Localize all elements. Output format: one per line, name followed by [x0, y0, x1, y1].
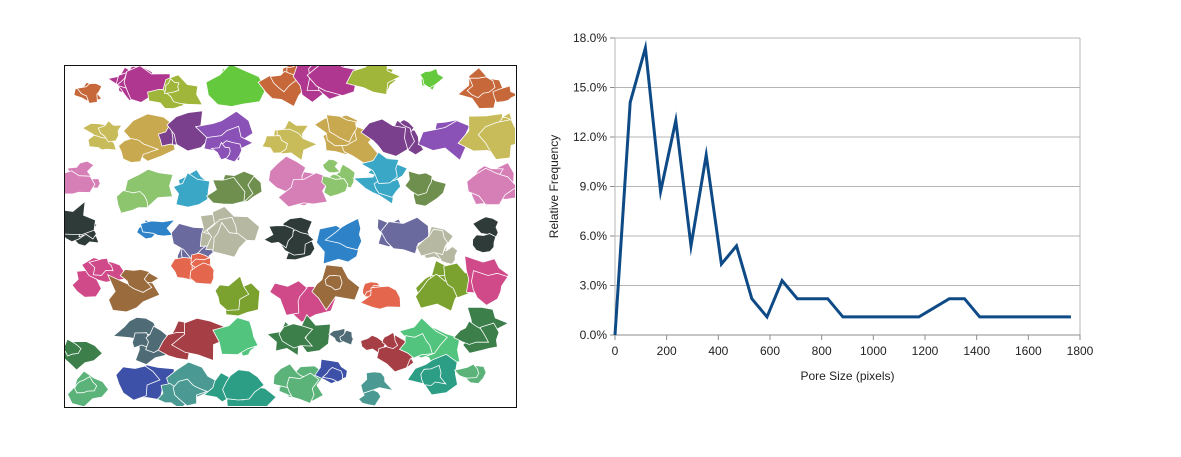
- pore-region: [359, 285, 402, 310]
- pore-region: [398, 333, 433, 359]
- pore-region: [380, 216, 430, 255]
- pore-map-canvas: [65, 66, 515, 406]
- pore-region: [306, 66, 359, 97]
- pore-region: [65, 338, 82, 357]
- pore-region: [492, 85, 515, 103]
- pore-region: [124, 168, 174, 208]
- pore-region: [345, 66, 402, 95]
- x-tick-label: 1400: [963, 344, 990, 358]
- y-tick-label: 9.0%: [580, 180, 608, 194]
- pore-region: [324, 275, 343, 291]
- pore-region: [286, 372, 320, 404]
- y-tick-label: 15.0%: [573, 81, 607, 95]
- pore-region: [119, 269, 153, 293]
- x-tick-label: 1000: [860, 344, 887, 358]
- pore-region: [65, 200, 96, 235]
- pore-region: [325, 114, 357, 143]
- x-tick-label: 200: [657, 344, 677, 358]
- y-tick-label: 18.0%: [573, 31, 607, 45]
- pore-region: [466, 167, 515, 206]
- tick-labels: 0.0% 3.0% 6.0% 9.0% 12.0% 15.0% 18.0% 0 200 400 60…: [573, 31, 1094, 358]
- x-tick-label: 1200: [912, 344, 939, 358]
- pore-region: [321, 367, 344, 383]
- pore-size-chart: 0.0% 3.0% 6.0% 9.0% 12.0% 15.0% 18.0% 0 200 400 60…: [547, 31, 1094, 383]
- pore-region: [404, 170, 433, 196]
- pore-region: [205, 176, 246, 205]
- pore-region: [278, 323, 314, 349]
- x-tick-label: 600: [760, 344, 780, 358]
- pore-region: [222, 369, 265, 401]
- pore-region: [115, 190, 149, 214]
- pore-region: [163, 78, 180, 94]
- pore-region: [76, 82, 103, 104]
- pore-region: [453, 363, 480, 379]
- series-group: [613, 39, 1071, 336]
- y-tick-label: 3.0%: [580, 279, 608, 293]
- x-tick-label: 1800: [1067, 344, 1094, 358]
- pore-region: [472, 233, 497, 254]
- grid-lines: [615, 37, 1080, 286]
- pore-region: [360, 371, 395, 394]
- pore-region: [359, 151, 400, 185]
- pore-region: [466, 76, 496, 99]
- pore-region: [360, 118, 409, 157]
- pore-region: [170, 317, 230, 362]
- pore-region: [477, 119, 515, 160]
- pore-region: [88, 257, 114, 276]
- series-line: [613, 39, 1071, 336]
- pore-region: [115, 365, 161, 401]
- pore-region: [324, 217, 363, 251]
- pore-region: [212, 221, 248, 258]
- pore-region: [277, 172, 332, 208]
- pore-region: [420, 364, 447, 386]
- pore-region: [172, 378, 209, 406]
- pore-region: [74, 375, 98, 394]
- pore-region: [131, 332, 150, 349]
- pore-region: [140, 219, 176, 237]
- pore-region: [189, 262, 215, 285]
- pore-region: [471, 270, 509, 306]
- y-tick-label: 0.0%: [580, 328, 608, 342]
- y-tick-label: 6.0%: [580, 229, 608, 243]
- pore-region: [269, 70, 297, 93]
- x-tick-label: 0: [612, 344, 619, 358]
- x-tick-label: 1600: [1015, 344, 1042, 358]
- y-axis-label: Relative Frequency: [547, 135, 561, 238]
- pore-region: [339, 329, 354, 346]
- pore-region: [263, 225, 294, 249]
- y-tick-label: 12.0%: [573, 130, 607, 144]
- pore-region: [381, 331, 399, 350]
- x-tick-label: 400: [708, 344, 728, 358]
- x-tick-label: 800: [812, 344, 832, 358]
- pore-region: [212, 317, 259, 356]
- pore-region: [453, 320, 490, 345]
- pore-region: [416, 228, 449, 257]
- pore-region: [205, 66, 267, 107]
- pore-region: [118, 138, 160, 163]
- pore-region: [417, 120, 471, 161]
- pore-region: [166, 110, 214, 152]
- pore-region: [172, 172, 211, 208]
- pore-region: [419, 67, 445, 89]
- pore-region: [261, 135, 288, 154]
- pore-region: [269, 280, 308, 316]
- pore-region: [321, 175, 349, 198]
- pore-region: [322, 158, 341, 174]
- pore-region: [65, 170, 96, 195]
- pore-region: [214, 275, 250, 311]
- pore-region: [97, 120, 123, 143]
- segmented-pore-image: [64, 65, 517, 408]
- pore-region: [210, 141, 231, 161]
- plot-frame: [610, 37, 1081, 340]
- x-axis-label: Pore Size (pixels): [800, 369, 894, 383]
